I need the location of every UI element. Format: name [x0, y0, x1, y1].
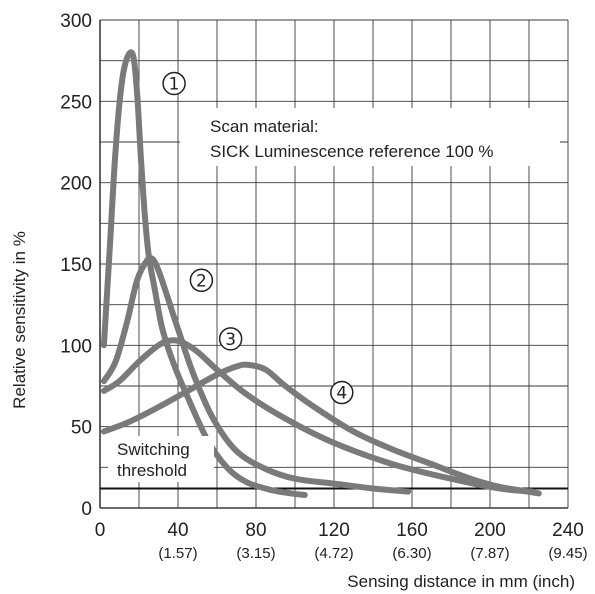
- x-tick-sublabel: (9.45): [548, 545, 587, 562]
- x-tick-label: 80: [245, 520, 266, 541]
- x-tick-sublabel: (7.87): [470, 545, 509, 562]
- threshold-label-line-2: threshold: [117, 461, 187, 480]
- x-axis-label: Sensing distance in mm (inch): [347, 572, 575, 591]
- y-tick-labels: 0 50 100 150 200 250 300: [60, 11, 92, 520]
- curve-3: [100, 337, 536, 495]
- x-tick-label: 120: [318, 520, 350, 541]
- y-tick-label: 150: [60, 255, 92, 276]
- x-tick-sublabel: (3.15): [236, 545, 275, 562]
- curve-marker-circle: [218, 327, 243, 351]
- y-tick-label: 300: [60, 11, 92, 32]
- x-tick-label: 200: [474, 520, 506, 541]
- annotation-background: [180, 108, 560, 166]
- curve-2: [100, 254, 412, 495]
- x-tick-label: 40: [167, 520, 188, 541]
- curve-4: [100, 361, 542, 497]
- y-tick-label: 50: [71, 418, 92, 439]
- x-tick-label: 240: [552, 520, 584, 541]
- threshold-label-line-1: Switching: [117, 440, 190, 459]
- curve-marker-label: 4: [336, 384, 347, 404]
- x-tick-label: 160: [396, 520, 428, 541]
- curve-marker-circle: [189, 268, 214, 293]
- curve-marker-circle: [162, 71, 186, 96]
- x-tick-sublabel: (4.72): [314, 545, 353, 562]
- series-group: [100, 49, 542, 498]
- annotation-line-2: SICK Luminescence reference 100 %: [210, 142, 494, 161]
- x-tick-sublabel: (6.30): [392, 545, 431, 562]
- x-tick-label: 0: [95, 520, 106, 541]
- x-tick-labels: 0 40 (1.57) 80 (3.15) 120 (4.72) 160 (6.30) 200 (7…: [95, 520, 588, 562]
- threshold-label-background: [108, 436, 214, 482]
- y-tick-label: 0: [81, 499, 92, 520]
- curve-marker-label: 3: [225, 330, 236, 350]
- y-axis-label: Relative sensitivity in %: [10, 231, 29, 409]
- curve-marker-circle: [330, 380, 354, 405]
- curve-marker-label: 2: [196, 271, 207, 291]
- y-tick-label: 250: [60, 92, 92, 113]
- y-tick-label: 200: [60, 174, 92, 195]
- annotation-line-1: Scan material:: [210, 117, 319, 136]
- curve-markers: 1 2 3 4: [162, 71, 354, 405]
- y-tick-label: 100: [60, 336, 92, 357]
- curve-marker-label: 1: [169, 74, 180, 94]
- x-tick-sublabel: (1.57): [158, 545, 197, 562]
